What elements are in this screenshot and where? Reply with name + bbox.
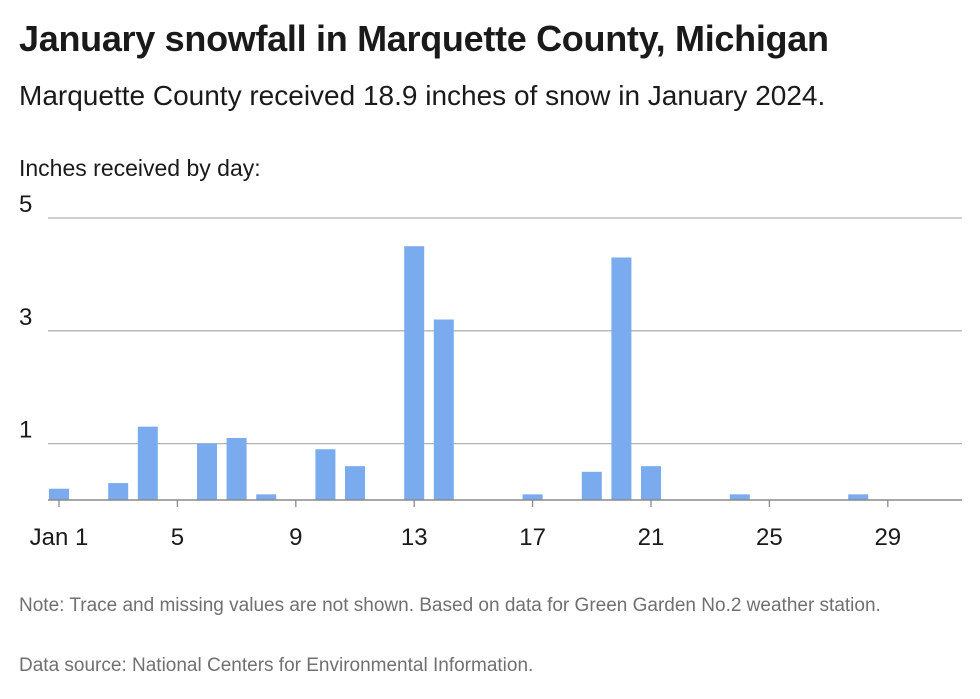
x-tick-label: 9 [289, 524, 302, 551]
bar-day-3 [108, 483, 129, 500]
x-tick-label: 21 [638, 524, 665, 551]
bar-day-19 [581, 471, 602, 500]
bar-day-7 [226, 437, 247, 500]
chart-title: January snowfall in Marquette County, Mi… [19, 18, 829, 59]
bar-day-8 [256, 494, 277, 500]
bar-day-4 [137, 426, 158, 500]
bars [49, 246, 869, 500]
x-tick-label: 13 [401, 524, 428, 551]
bar-day-10 [315, 449, 336, 500]
bar-day-13 [404, 246, 425, 500]
bar-day-20 [611, 257, 632, 500]
bar-day-1 [49, 488, 69, 500]
bar-day-21 [641, 466, 661, 500]
y-tick-label: 3 [19, 304, 32, 331]
bar-day-11 [345, 466, 365, 500]
y-axis-label: Inches received by day: [19, 155, 261, 181]
x-tick-label: Jan 1 [30, 524, 89, 551]
x-tick-label: 5 [171, 524, 184, 551]
chart-subtitle: Marquette County received 18.9 inches of… [19, 80, 826, 111]
data-source: Data source: National Centers for Enviro… [19, 655, 534, 676]
bar-day-6 [197, 443, 217, 500]
bar-day-28 [848, 494, 869, 500]
x-tick-label: 25 [756, 524, 783, 551]
footnote: Note: Trace and missing values are not s… [19, 595, 881, 616]
bar-day-24 [729, 494, 750, 500]
bar-day-17 [522, 494, 543, 500]
y-tick-label: 5 [19, 191, 32, 218]
x-tick-label: 17 [519, 524, 546, 551]
y-tick-label: 1 [19, 417, 32, 444]
gridlines [48, 217, 962, 445]
x-tick-label: 29 [874, 524, 901, 551]
bar-day-14 [433, 319, 454, 500]
